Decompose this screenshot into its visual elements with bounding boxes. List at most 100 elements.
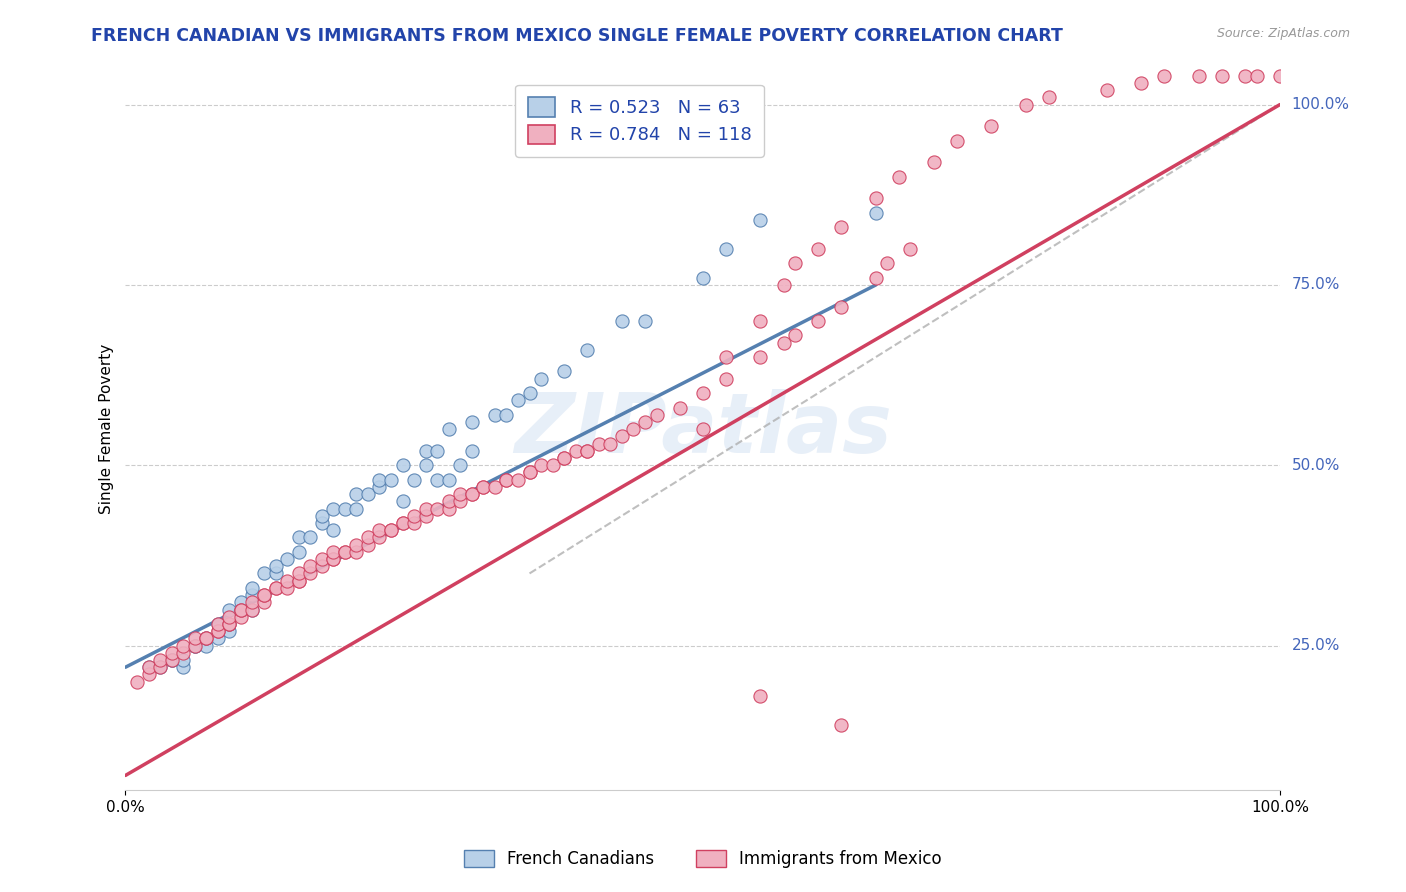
Point <box>253 566 276 581</box>
Point <box>1038 90 1060 104</box>
Point <box>287 566 309 581</box>
Point <box>472 480 495 494</box>
Point <box>253 588 276 602</box>
Point <box>195 632 218 646</box>
Point <box>299 559 322 574</box>
Point <box>229 602 252 616</box>
Point <box>218 602 240 616</box>
Point <box>242 602 264 616</box>
Point <box>138 660 160 674</box>
Point <box>299 566 322 581</box>
Point <box>415 443 437 458</box>
Point <box>1211 69 1233 83</box>
Point <box>865 270 887 285</box>
Point <box>287 545 309 559</box>
Point <box>783 328 806 343</box>
Point <box>772 335 794 350</box>
Point <box>184 639 207 653</box>
Point <box>484 408 506 422</box>
Point <box>553 364 575 378</box>
Point <box>714 350 737 364</box>
Point <box>357 538 380 552</box>
Point <box>530 458 553 473</box>
Text: 75.0%: 75.0% <box>1292 277 1340 293</box>
Point <box>333 501 356 516</box>
Point <box>449 458 471 473</box>
Point <box>344 538 367 552</box>
Point <box>830 300 852 314</box>
Text: FRENCH CANADIAN VS IMMIGRANTS FROM MEXICO SINGLE FEMALE POVERTY CORRELATION CHAR: FRENCH CANADIAN VS IMMIGRANTS FROM MEXIC… <box>91 27 1063 45</box>
Legend: R = 0.523   N = 63, R = 0.784   N = 118: R = 0.523 N = 63, R = 0.784 N = 118 <box>516 85 763 157</box>
Point <box>207 616 229 631</box>
Point <box>830 220 852 235</box>
Point <box>495 408 517 422</box>
Point <box>344 545 367 559</box>
Point <box>138 660 160 674</box>
Point <box>264 581 287 595</box>
Point <box>253 595 276 609</box>
Point <box>865 191 887 205</box>
Point <box>1234 69 1257 83</box>
Point <box>357 530 380 544</box>
Point <box>333 545 356 559</box>
Point <box>380 523 402 537</box>
Point <box>1015 97 1038 112</box>
Point <box>311 516 333 530</box>
Point <box>610 429 633 443</box>
Point <box>368 480 391 494</box>
Point <box>576 443 599 458</box>
Point <box>380 523 402 537</box>
Point <box>276 552 298 566</box>
Point <box>668 401 690 415</box>
Point <box>125 674 148 689</box>
Point <box>242 595 264 609</box>
Point <box>333 545 356 559</box>
Point <box>172 660 194 674</box>
Point <box>311 559 333 574</box>
Point <box>692 270 714 285</box>
Point <box>264 581 287 595</box>
Point <box>184 639 207 653</box>
Point <box>287 574 309 588</box>
Point <box>623 422 645 436</box>
Point <box>461 487 484 501</box>
Point <box>264 566 287 581</box>
Point <box>160 653 183 667</box>
Point <box>368 473 391 487</box>
Point <box>887 169 910 184</box>
Point <box>437 473 460 487</box>
Point <box>519 466 541 480</box>
Point <box>807 242 830 256</box>
Point <box>218 616 240 631</box>
Point <box>229 602 252 616</box>
Text: 50.0%: 50.0% <box>1292 458 1340 473</box>
Point <box>149 653 172 667</box>
Point <box>634 415 657 429</box>
Point <box>772 277 794 292</box>
Point <box>576 343 599 357</box>
Point <box>357 487 380 501</box>
Point <box>391 516 413 530</box>
Point <box>207 624 229 639</box>
Point <box>184 639 207 653</box>
Point <box>1268 69 1291 83</box>
Point <box>749 213 772 227</box>
Point <box>242 588 264 602</box>
Text: Source: ZipAtlas.com: Source: ZipAtlas.com <box>1216 27 1350 40</box>
Point <box>415 508 437 523</box>
Point <box>218 609 240 624</box>
Point <box>1130 76 1153 90</box>
Point <box>218 616 240 631</box>
Point <box>172 653 194 667</box>
Y-axis label: Single Female Poverty: Single Female Poverty <box>100 344 114 515</box>
Point <box>610 314 633 328</box>
Point <box>229 602 252 616</box>
Point <box>461 443 484 458</box>
Point <box>207 632 229 646</box>
Point <box>276 581 298 595</box>
Point <box>437 422 460 436</box>
Point <box>553 450 575 465</box>
Point <box>553 450 575 465</box>
Point <box>138 667 160 681</box>
Point <box>160 646 183 660</box>
